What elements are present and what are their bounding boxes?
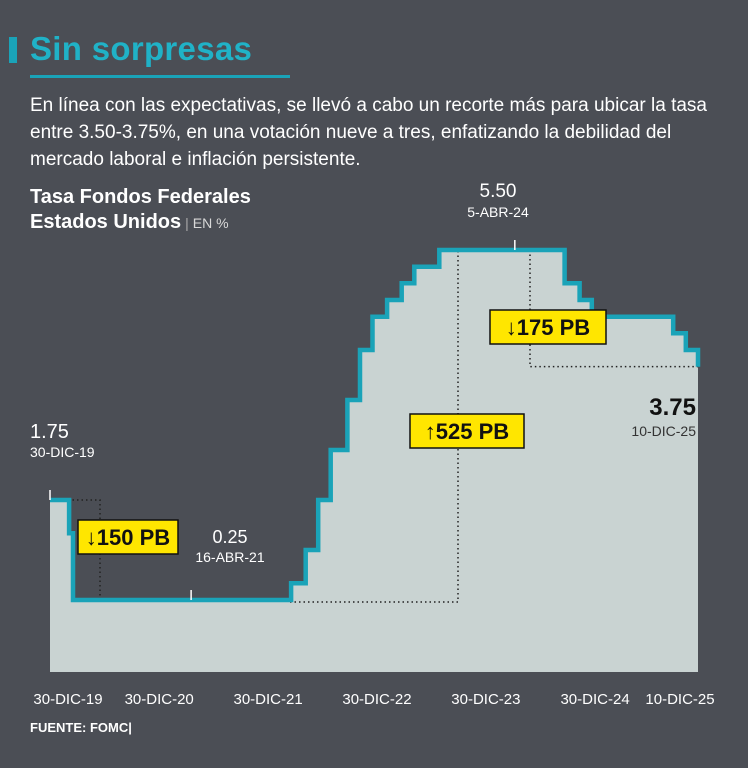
- chart-title-line-2-text: Estados Unidos: [30, 211, 182, 233]
- rate-area: [50, 250, 698, 672]
- chart-unit-label: EN %: [192, 215, 229, 231]
- guide-525pb: [290, 250, 459, 603]
- page-title: Sin sorpresas: [30, 30, 253, 67]
- page-subtitle: En línea con las expectativas, se llevó …: [30, 95, 707, 170]
- annotation-label: ↑525 PB: [425, 419, 509, 444]
- annotation-box: [489, 309, 607, 345]
- point-value-label: 5.50: [480, 181, 517, 202]
- x-tick-label: 30-DIC-21: [233, 691, 302, 708]
- guide-150pb: [50, 499, 101, 600]
- point-value-label: 0.25: [212, 527, 247, 547]
- point-date-label: 5-ABR-24: [467, 204, 529, 220]
- title-accent-bar: [9, 37, 17, 63]
- source-note: FUENTE: FOMC|: [30, 720, 132, 735]
- chart-title-line-1: Tasa Fondos Federales: [30, 186, 251, 208]
- x-tick-label: 30-DIC-20: [125, 691, 194, 708]
- chart-unit: | EN %: [181, 215, 228, 231]
- point-date-label: 30-DIC-19: [30, 444, 95, 460]
- x-tick-label: 30-DIC-19: [33, 691, 102, 708]
- annotation-box: [77, 519, 179, 555]
- annotation-label: ↓175 PB: [506, 315, 590, 340]
- x-tick-label: 30-DIC-23: [451, 691, 520, 708]
- point-date-label: 10-DIC-25: [631, 423, 696, 439]
- annotation-label: ↓150 PB: [86, 525, 170, 550]
- chart-title: Tasa Fondos Federales Estados Unidos | EN …: [30, 185, 251, 236]
- point-value-label: 3.75: [649, 394, 696, 421]
- x-tick-label: 30-DIC-24: [560, 691, 629, 708]
- chart-title-line-2: Estados Unidos | EN %: [30, 210, 251, 236]
- x-tick-label: 10-DIC-25: [645, 691, 714, 708]
- title-underline: [30, 75, 290, 78]
- annotation-box: [409, 413, 525, 449]
- point-date-label: 16-ABR-21: [195, 549, 264, 565]
- x-tick-label: 30-DIC-22: [342, 691, 411, 708]
- chart-unit-separator: |: [185, 215, 189, 231]
- point-value-label: 1.75: [30, 421, 69, 443]
